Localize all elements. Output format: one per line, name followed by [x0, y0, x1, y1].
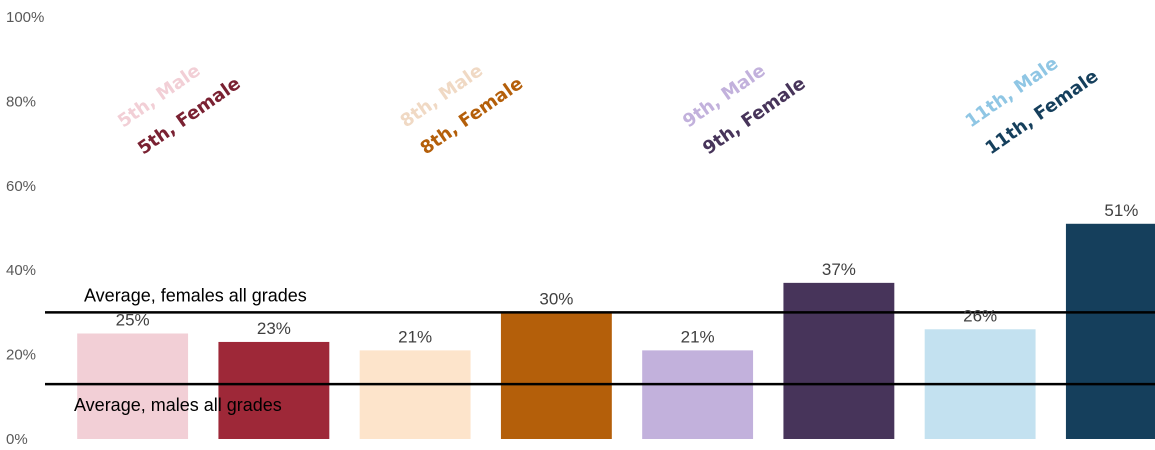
data-label: 26%: [963, 306, 997, 325]
bar: [1065, 223, 1155, 439]
reference-lines: Average, females all grades Average, male…: [45, 285, 1155, 415]
y-tick-label: 80%: [6, 93, 36, 110]
bar: [77, 333, 189, 439]
data-label: 25%: [116, 311, 150, 330]
data-label: 21%: [681, 327, 715, 346]
data-labels: 25% 23% 21% 30% 21% 37% 26% 51%: [116, 201, 1139, 347]
bars: [77, 223, 1155, 439]
data-label: 23%: [257, 319, 291, 338]
y-tick-label: 60%: [6, 178, 36, 195]
data-label: 30%: [539, 289, 573, 308]
data-label: 21%: [398, 327, 432, 346]
bar: [642, 350, 754, 439]
y-tick-label: 20%: [6, 347, 36, 364]
bar: [218, 341, 330, 439]
reference-line-label: Average, males all grades: [74, 395, 282, 415]
bar: [359, 350, 471, 439]
bar: [783, 282, 895, 439]
bar: [500, 312, 612, 439]
data-label: 37%: [822, 260, 856, 279]
y-tick-label: 0%: [6, 431, 28, 448]
y-tick-label: 100%: [6, 9, 44, 26]
reference-line-label: Average, females all grades: [84, 285, 307, 305]
data-label: 51%: [1104, 201, 1138, 220]
y-tick-label: 40%: [6, 262, 36, 279]
y-axis-ticks: 0% 20% 40% 60% 80% 100%: [6, 9, 44, 448]
